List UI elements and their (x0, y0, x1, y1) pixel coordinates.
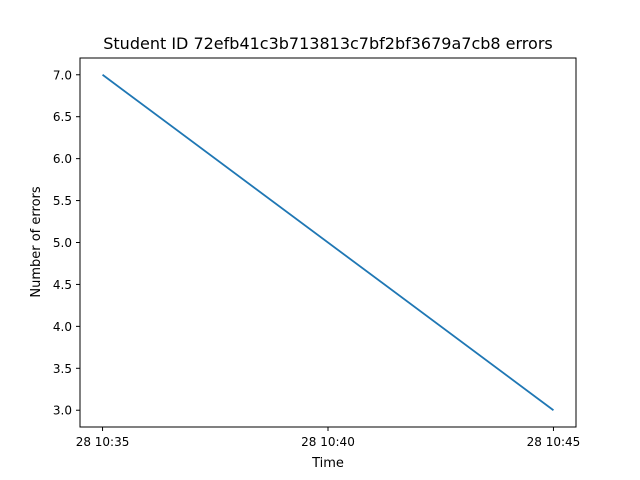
y-tick-label: 6.5 (53, 110, 72, 124)
y-tick-label: 5.5 (53, 194, 72, 208)
y-tick-label: 4.5 (53, 278, 72, 292)
x-tick-label: 28 10:40 (301, 435, 355, 449)
y-tick-label: 5.0 (53, 236, 72, 250)
series-layer (102, 74, 554, 411)
y-tick-label: 7.0 (53, 68, 72, 82)
y-tick-label: 4.0 (53, 320, 72, 334)
x-axis: 28 10:35 28 10:40 28 10:45 (76, 427, 581, 449)
y-tick-label: 3.5 (53, 362, 72, 376)
x-axis-label: Time (311, 456, 344, 471)
chart-title: Student ID 72efb41c3b713813c7bf2bf3679a7… (103, 34, 552, 53)
x-tick-label: 28 10:35 (76, 435, 130, 449)
y-tick-label: 6.0 (53, 152, 72, 166)
y-axis-label: Number of errors (29, 186, 44, 297)
series-line (102, 74, 554, 411)
y-tick-label: 3.0 (53, 404, 72, 418)
y-axis: 3.0 3.5 4.0 4.5 5.0 5.5 6.0 6.5 7.0 (53, 68, 80, 418)
x-tick-label: 28 10:45 (527, 435, 581, 449)
